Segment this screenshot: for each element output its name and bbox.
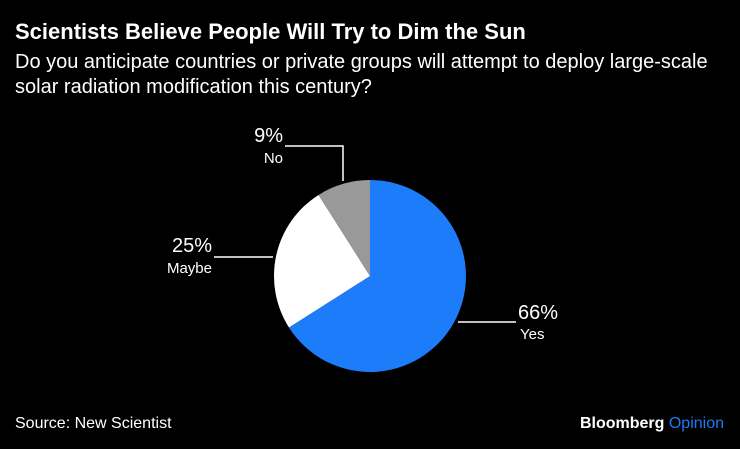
chart-title: Scientists Believe People Will Try to Di… [15, 19, 526, 44]
annotation-maybe: 25% Maybe [167, 235, 273, 277]
annotation-yes: 66% Yes [458, 302, 558, 343]
value-label-no: 9% [254, 125, 283, 147]
category-label-yes: Yes [520, 326, 544, 343]
leader-line-no [285, 145, 344, 181]
pie-slice-maybe [273, 194, 370, 328]
brand-name: Bloomberg [579, 415, 665, 432]
brand-logo: Bloomberg Opinion [580, 414, 724, 434]
pie-slices [273, 180, 466, 372]
value-label-yes: 66% [518, 302, 558, 324]
annotation-no: 9% No [254, 125, 344, 181]
pie-slice-yes [288, 180, 466, 372]
value-label-maybe: 25% [172, 235, 212, 257]
chart-subtitle: Do you anticipate countries or private g… [15, 51, 708, 98]
category-label-maybe: Maybe [167, 260, 212, 277]
category-label-no: No [264, 150, 283, 167]
brand-accent: Opinion [668, 415, 724, 432]
pie-slice-no [318, 180, 370, 276]
source-note: Source: New Scientist [15, 415, 172, 432]
